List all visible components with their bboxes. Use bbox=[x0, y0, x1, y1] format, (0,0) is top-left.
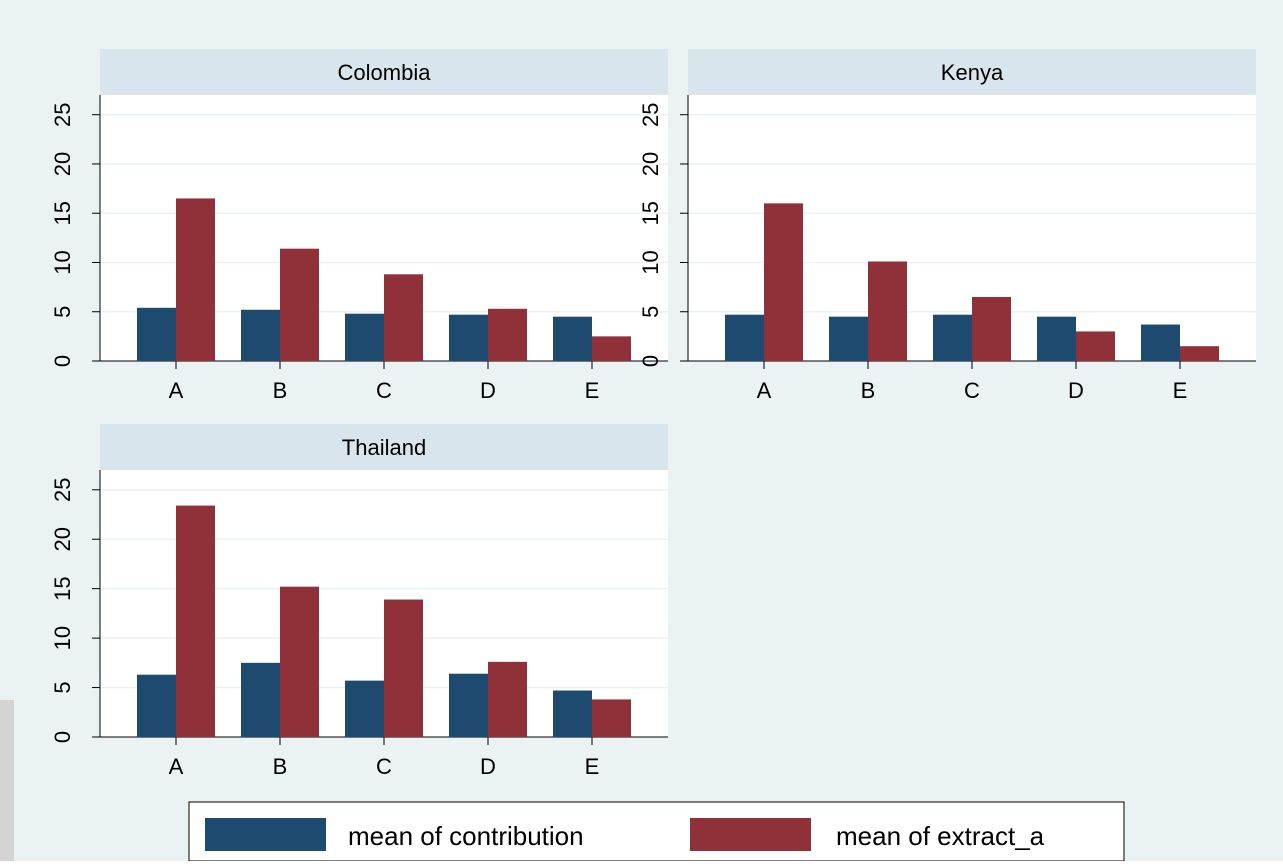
x-tick-label: D bbox=[480, 754, 496, 779]
bar-extract-a-e bbox=[592, 336, 631, 361]
bar-extract-a-e bbox=[592, 699, 631, 737]
y-tick-label: 10 bbox=[638, 250, 663, 274]
bar-extract-a-d bbox=[1076, 331, 1115, 361]
bar-contribution-c bbox=[933, 314, 972, 361]
panel-colombia: Colombia 0 5 10 15 20 25 A B C D E bbox=[50, 49, 668, 403]
y-tick-label: 0 bbox=[50, 731, 75, 743]
x-tick-label: D bbox=[1068, 378, 1084, 403]
y-tick-label: 20 bbox=[50, 152, 75, 176]
bar-extract-a-b bbox=[280, 248, 319, 361]
bar-extract-a-b bbox=[868, 261, 907, 361]
legend-swatch-extract-a bbox=[690, 818, 811, 851]
bar-contribution-d bbox=[1037, 316, 1076, 361]
x-tick-label: C bbox=[376, 378, 392, 403]
panels-layer: Colombia 0 5 10 15 20 25 A B C D E Kenya 0 5 10 15 20 25 A B… bbox=[50, 49, 1256, 779]
x-tick-label: E bbox=[585, 754, 600, 779]
x-tick-label: E bbox=[585, 378, 600, 403]
panel-kenya: Kenya 0 5 10 15 20 25 A B C D E bbox=[638, 49, 1256, 403]
x-tick-label: B bbox=[273, 754, 288, 779]
bar-contribution-b bbox=[241, 309, 280, 361]
x-tick-label: D bbox=[480, 378, 496, 403]
panel-title: Kenya bbox=[941, 60, 1004, 85]
y-tick-label: 20 bbox=[50, 527, 75, 551]
bar-extract-a-a bbox=[176, 198, 215, 361]
bar-contribution-e bbox=[1141, 324, 1180, 361]
left-margin-shade bbox=[0, 700, 14, 861]
bar-extract-a-b bbox=[280, 586, 319, 737]
y-tick-label: 15 bbox=[50, 576, 75, 600]
y-tick-label: 20 bbox=[638, 152, 663, 176]
bar-extract-a-c bbox=[972, 296, 1011, 361]
bar-contribution-b bbox=[241, 662, 280, 737]
y-tick-label: 0 bbox=[638, 355, 663, 367]
bar-extract-a-a bbox=[176, 505, 215, 737]
bar-contribution-e bbox=[553, 690, 592, 737]
y-tick-label: 25 bbox=[638, 102, 663, 126]
panel-header bbox=[688, 49, 1256, 95]
legend: mean of contribution mean of extract_a bbox=[188, 801, 1125, 862]
y-tick-label: 5 bbox=[50, 681, 75, 693]
bar-extract-a-c bbox=[384, 274, 423, 361]
y-tick-label: 25 bbox=[50, 478, 75, 502]
bar-contribution-e bbox=[553, 316, 592, 361]
bar-extract-a-d bbox=[488, 308, 527, 361]
bar-contribution-a bbox=[137, 674, 176, 737]
x-tick-label: A bbox=[169, 754, 184, 779]
x-tick-label: B bbox=[273, 378, 288, 403]
y-tick-label: 5 bbox=[50, 306, 75, 318]
panel-header bbox=[100, 424, 668, 470]
bar-extract-a-a bbox=[764, 203, 803, 361]
y-tick-label: 25 bbox=[50, 102, 75, 126]
bar-contribution-b bbox=[829, 316, 868, 361]
x-tick-label: A bbox=[757, 378, 772, 403]
y-tick-label: 15 bbox=[638, 201, 663, 225]
x-tick-label: E bbox=[1173, 378, 1188, 403]
bar-extract-a-c bbox=[384, 599, 423, 737]
x-tick-label: A bbox=[169, 378, 184, 403]
legend-swatch-contribution bbox=[205, 818, 326, 851]
y-tick-label: 10 bbox=[50, 250, 75, 274]
panel-title: Thailand bbox=[342, 435, 426, 460]
bar-contribution-c bbox=[345, 680, 384, 737]
y-tick-label: 10 bbox=[50, 626, 75, 650]
panel-header bbox=[100, 49, 668, 95]
x-tick-label: C bbox=[964, 378, 980, 403]
bar-contribution-d bbox=[449, 314, 488, 361]
legend-label-contribution: mean of contribution bbox=[348, 821, 584, 851]
bar-contribution-c bbox=[345, 313, 384, 361]
y-tick-label: 15 bbox=[50, 201, 75, 225]
bar-contribution-d bbox=[449, 673, 488, 737]
bar-extract-a-d bbox=[488, 661, 527, 737]
y-tick-label: 5 bbox=[638, 306, 663, 318]
bar-contribution-a bbox=[725, 314, 764, 361]
panel-title: Colombia bbox=[338, 60, 432, 85]
x-tick-label: B bbox=[861, 378, 876, 403]
y-tick-label: 0 bbox=[50, 355, 75, 367]
panel-thailand: Thailand 0 5 10 15 20 25 A B C D E bbox=[50, 424, 668, 779]
x-tick-label: C bbox=[376, 754, 392, 779]
bar-extract-a-e bbox=[1180, 346, 1219, 361]
bar-contribution-a bbox=[137, 307, 176, 361]
legend-label-extract-a: mean of extract_a bbox=[836, 821, 1045, 851]
